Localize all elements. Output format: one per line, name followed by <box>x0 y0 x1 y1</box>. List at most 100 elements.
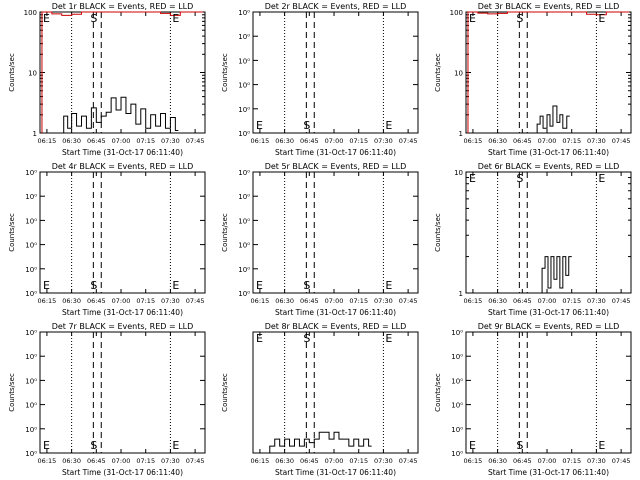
x-tick-label: 07:15 <box>136 137 155 145</box>
y-tick-label: 10⁰ <box>25 450 37 458</box>
y-tick-label: 10⁰ <box>238 242 250 250</box>
marker-s: S <box>90 12 97 25</box>
y-tick-label: 10⁰ <box>25 377 37 385</box>
y-axis-label: Counts/sec <box>221 53 229 92</box>
marker-s: S <box>303 279 310 292</box>
y-tick-label: 10⁰ <box>25 169 37 177</box>
x-tick-label: 06:45 <box>513 137 532 145</box>
y-tick-label: 10⁰ <box>238 82 250 90</box>
lld-series-line <box>41 11 204 133</box>
marker-e-right: E <box>172 279 179 292</box>
x-tick-label: 07:15 <box>136 457 155 465</box>
x-axis-label: Start Time (31-Oct-17 06:11:40) <box>275 308 396 317</box>
x-tick-label: 06:15 <box>251 457 270 465</box>
y-tick-label: 10⁰ <box>238 193 250 201</box>
y-tick-label: 10⁰ <box>451 450 463 458</box>
y-tick-label: 1 <box>459 290 463 298</box>
y-tick-label: 10⁰ <box>451 402 463 410</box>
x-axis-label: Start Time (31-Oct-17 06:11:40) <box>275 468 396 477</box>
panel-det-3r: Det 3r BLACK = Events, RED = LLD Counts/s… <box>434 2 632 157</box>
plot-frame <box>39 11 206 134</box>
x-tick-label: 06:30 <box>488 457 507 465</box>
y-tick-label: 10⁰ <box>25 217 37 225</box>
marker-e-right: E <box>385 119 392 132</box>
x-tick-label: 06:45 <box>513 297 532 305</box>
y-tick-label: 10⁰ <box>25 426 37 434</box>
marker-e-left: E <box>256 279 263 292</box>
marker-e-right: E <box>598 12 605 25</box>
panel-det-7r: Det 7r BLACK = Events, RED = LLD Counts/s… <box>8 322 206 477</box>
x-tick-label: 06:30 <box>62 137 81 145</box>
y-tick-label: 10 <box>28 70 37 78</box>
x-tick-label: 06:45 <box>87 457 106 465</box>
panel-title: Det 1r BLACK = Events, RED = LLD <box>52 2 194 11</box>
y-axis-label: Counts/sec <box>434 373 442 412</box>
x-tick-label: 06:30 <box>488 297 507 305</box>
panel-title: Det 3r BLACK = Events, RED = LLD <box>478 2 620 11</box>
x-tick-label: 07:00 <box>538 457 557 465</box>
y-tick-label: 1 <box>459 130 463 138</box>
x-tick-label: 06:45 <box>300 137 319 145</box>
plot-frame <box>252 171 419 294</box>
y-tick-label: 10⁰ <box>238 57 250 65</box>
x-tick-label: 06:15 <box>251 137 270 145</box>
events-series-line <box>541 256 572 293</box>
x-tick-label: 07:45 <box>186 297 205 305</box>
panel-det-4r: Det 4r BLACK = Events, RED = LLD Counts/s… <box>8 162 206 317</box>
events-series-line <box>536 105 570 133</box>
y-tick-label: 10⁰ <box>25 353 37 361</box>
x-tick-label: 07:00 <box>538 137 557 145</box>
x-tick-label: 07:45 <box>186 137 205 145</box>
marker-e-right: E <box>172 439 179 452</box>
y-tick-label: 100 <box>450 9 463 17</box>
y-tick-label: 10⁰ <box>451 377 463 385</box>
x-tick-label: 07:30 <box>587 137 606 145</box>
y-tick-label: 10⁰ <box>238 33 250 41</box>
x-tick-label: 07:15 <box>136 297 155 305</box>
y-tick-label: 10⁰ <box>238 169 250 177</box>
x-tick-label: 07:15 <box>349 297 368 305</box>
x-tick-label: 07:30 <box>374 297 393 305</box>
x-tick-label: 06:30 <box>62 297 81 305</box>
y-tick-label: 10⁰ <box>25 266 37 274</box>
x-tick-label: 06:15 <box>464 297 483 305</box>
x-tick-label: 06:45 <box>87 137 106 145</box>
x-tick-label: 07:00 <box>112 457 131 465</box>
y-tick-label: 10⁰ <box>451 353 463 361</box>
x-tick-label: 06:45 <box>87 297 106 305</box>
y-axis-label: Counts/sec <box>8 373 16 412</box>
y-tick-label: 10⁰ <box>238 130 250 138</box>
marker-s: S <box>90 279 97 292</box>
panel-det-8r: Det 8r BLACK = Events, RED = LLD Counts/s… <box>221 322 419 477</box>
panel-det-6r: Det 6r BLACK = Events, RED = LLD Counts/s… <box>434 162 632 317</box>
marker-s: S <box>516 172 523 185</box>
plot-frame <box>465 171 632 294</box>
x-tick-label: 06:15 <box>38 297 57 305</box>
x-tick-label: 07:15 <box>562 297 581 305</box>
x-tick-label: 07:30 <box>587 297 606 305</box>
y-tick-label: 10⁰ <box>238 290 250 298</box>
y-tick-label: 10⁰ <box>238 106 250 114</box>
x-tick-label: 06:30 <box>275 297 294 305</box>
x-tick-label: 07:45 <box>399 297 418 305</box>
marker-s: S <box>90 439 97 452</box>
x-tick-label: 06:30 <box>275 137 294 145</box>
y-axis-label: Counts/sec <box>8 53 16 92</box>
x-tick-label: 07:15 <box>349 457 368 465</box>
marker-e-left: E <box>469 12 476 25</box>
marker-e-left: E <box>469 439 476 452</box>
marker-e-right: E <box>598 439 605 452</box>
y-axis-label: Counts/sec <box>221 373 229 412</box>
y-tick-label: 10⁰ <box>451 426 463 434</box>
x-tick-label: 07:00 <box>112 137 131 145</box>
y-axis-label: Counts/sec <box>434 53 442 92</box>
panel-title: Det 6r BLACK = Events, RED = LLD <box>478 162 620 171</box>
panel-title: Det 4r BLACK = Events, RED = LLD <box>52 162 194 171</box>
x-tick-label: 07:15 <box>349 137 368 145</box>
marker-e-left: E <box>256 332 263 345</box>
plot-frame <box>39 331 206 454</box>
y-axis-label: Counts/sec <box>434 213 442 252</box>
lld-series-line <box>467 11 630 133</box>
x-tick-label: 06:15 <box>38 137 57 145</box>
x-tick-label: 07:45 <box>186 457 205 465</box>
